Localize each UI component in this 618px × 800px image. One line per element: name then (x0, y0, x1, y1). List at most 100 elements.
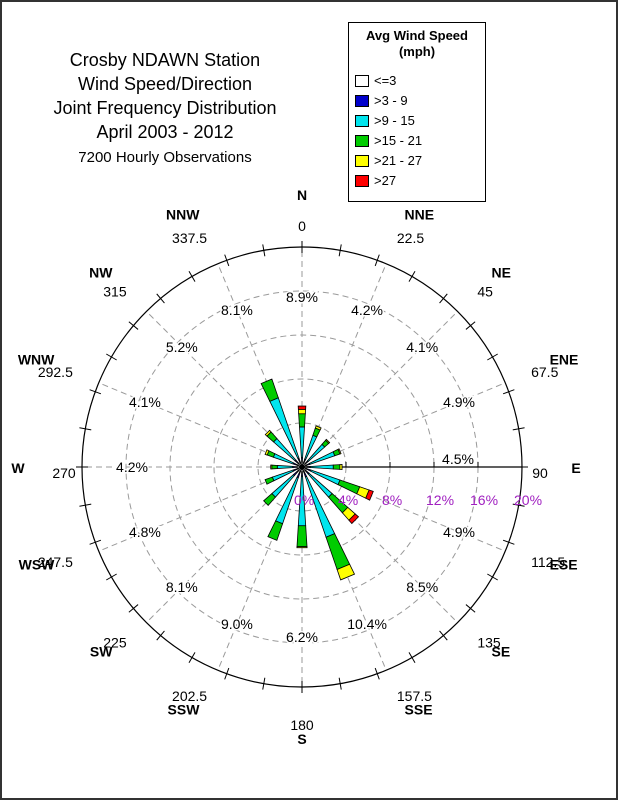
petal-segment-n (298, 413, 306, 428)
outer-tick (106, 353, 117, 361)
spoke-line (217, 466, 303, 671)
spoke-line (301, 382, 506, 468)
petal-segment-n (297, 405, 307, 410)
percent-label: 8.1% (221, 302, 253, 318)
chart-subtitle: 7200 Hourly Observations (78, 149, 252, 166)
legend-swatch (355, 75, 369, 87)
petal-segment-e (309, 464, 334, 470)
outer-tick (338, 244, 342, 257)
spoke-line (98, 382, 303, 468)
angle-label: 0 (298, 218, 306, 234)
outer-tick (408, 652, 416, 663)
petal-segment-nne (314, 425, 322, 431)
outer-tick (512, 427, 525, 431)
chart-title-line-2: Wind Speed/Direction (77, 74, 253, 94)
outer-tick (374, 254, 380, 267)
angle-label: 67.5 (531, 364, 558, 380)
radial-tick-label: 12% (426, 492, 454, 508)
outer-tick (224, 667, 230, 680)
angle-label: 337.5 (172, 230, 207, 246)
angle-label: 112.5 (531, 554, 565, 570)
outer-tick (224, 254, 230, 267)
direction-label-ese: ESE (550, 557, 578, 573)
legend-swatch (355, 135, 369, 147)
percent-label: 4.2% (116, 459, 148, 475)
percent-label: 4.9% (443, 524, 475, 540)
petal-segment-e (306, 466, 311, 468)
outer-tick (465, 604, 476, 613)
petal-segment-se (348, 513, 360, 525)
petal-segment-sse (336, 563, 356, 581)
petal-segment-wnw (264, 449, 270, 456)
petal-segment-ssw (267, 520, 284, 541)
petal-segment-w (271, 464, 278, 470)
direction-label-sse: SSE (405, 702, 433, 718)
angle-label: 202.5 (172, 688, 207, 704)
angle-label: 45 (477, 284, 493, 300)
spoke-line (301, 311, 458, 468)
outer-tick (502, 539, 515, 545)
outer-tick (262, 244, 266, 257)
outer-tick (79, 427, 92, 431)
petal-segment-ese (365, 489, 374, 501)
outer-tick (487, 353, 498, 361)
outer-tick (439, 630, 448, 641)
radial-tick-label: 8% (382, 492, 402, 508)
percent-label: 4.8% (129, 524, 161, 540)
direction-label-nne: NNE (405, 206, 435, 222)
legend-title-line-1: Avg Wind Speed (366, 28, 468, 43)
outer-tick (262, 677, 266, 690)
direction-label-ne: NE (492, 264, 511, 280)
angle-label: 180 (290, 717, 314, 733)
percent-label: 6.2% (286, 629, 318, 645)
petal-segment-s (296, 546, 308, 549)
petal-segment-ene (308, 451, 336, 465)
outer-tick (408, 271, 416, 282)
legend-label: >27 (374, 173, 397, 188)
outer-tick (512, 503, 525, 507)
petal-segment-w (270, 464, 273, 470)
spoke-line (217, 263, 303, 468)
angle-label: 247.5 (38, 554, 73, 570)
outer-tick (338, 677, 342, 690)
percent-label: 4.5% (442, 451, 474, 467)
outer-tick (128, 321, 139, 330)
direction-label-nw: NW (89, 264, 113, 280)
petal-segment-e (339, 464, 343, 470)
chart-title-line-4: April 2003 - 2012 (96, 122, 234, 142)
petal-segment-wsw (264, 476, 275, 485)
outer-tick (439, 293, 448, 304)
legend-label: >15 - 21 (374, 133, 423, 148)
outer-tick (156, 293, 165, 304)
percent-label: 4.1% (406, 339, 438, 355)
outer-tick (89, 539, 102, 545)
petal-segment-nw (264, 429, 272, 437)
legend-swatch (355, 95, 369, 107)
chart-title-line-1: Crosby NDAWN Station (69, 50, 261, 70)
angle-label: 22.5 (397, 230, 424, 246)
percent-label: 5.2% (166, 339, 198, 355)
angle-label: 157.5 (397, 688, 432, 704)
outer-tick (188, 652, 196, 663)
spoke-line (301, 466, 387, 671)
radial-tick-label: 16% (470, 492, 498, 508)
direction-label-wsw: WSW (19, 557, 56, 573)
legend: Avg Wind Speed (mph) <=3 >3 - 9 >9 - 15 … (348, 22, 486, 202)
direction-label-se: SE (492, 644, 511, 660)
direction-label-sw: SW (90, 644, 113, 660)
legend-label: <=3 (374, 73, 397, 88)
direction-label-nnw: NNW (166, 206, 200, 222)
angle-label: 90 (532, 465, 548, 481)
angle-label: 292.5 (38, 364, 73, 380)
legend-swatch (355, 155, 369, 167)
outer-tick (79, 503, 92, 507)
radial-tick-label: 4% (338, 492, 358, 508)
petal-segment-nnw (260, 378, 279, 402)
petal-segment-n (300, 457, 304, 463)
outer-tick (188, 271, 196, 282)
percent-label: 8.9% (286, 289, 318, 305)
petal-segment-s (296, 525, 308, 547)
angle-label: 135 (477, 634, 501, 650)
